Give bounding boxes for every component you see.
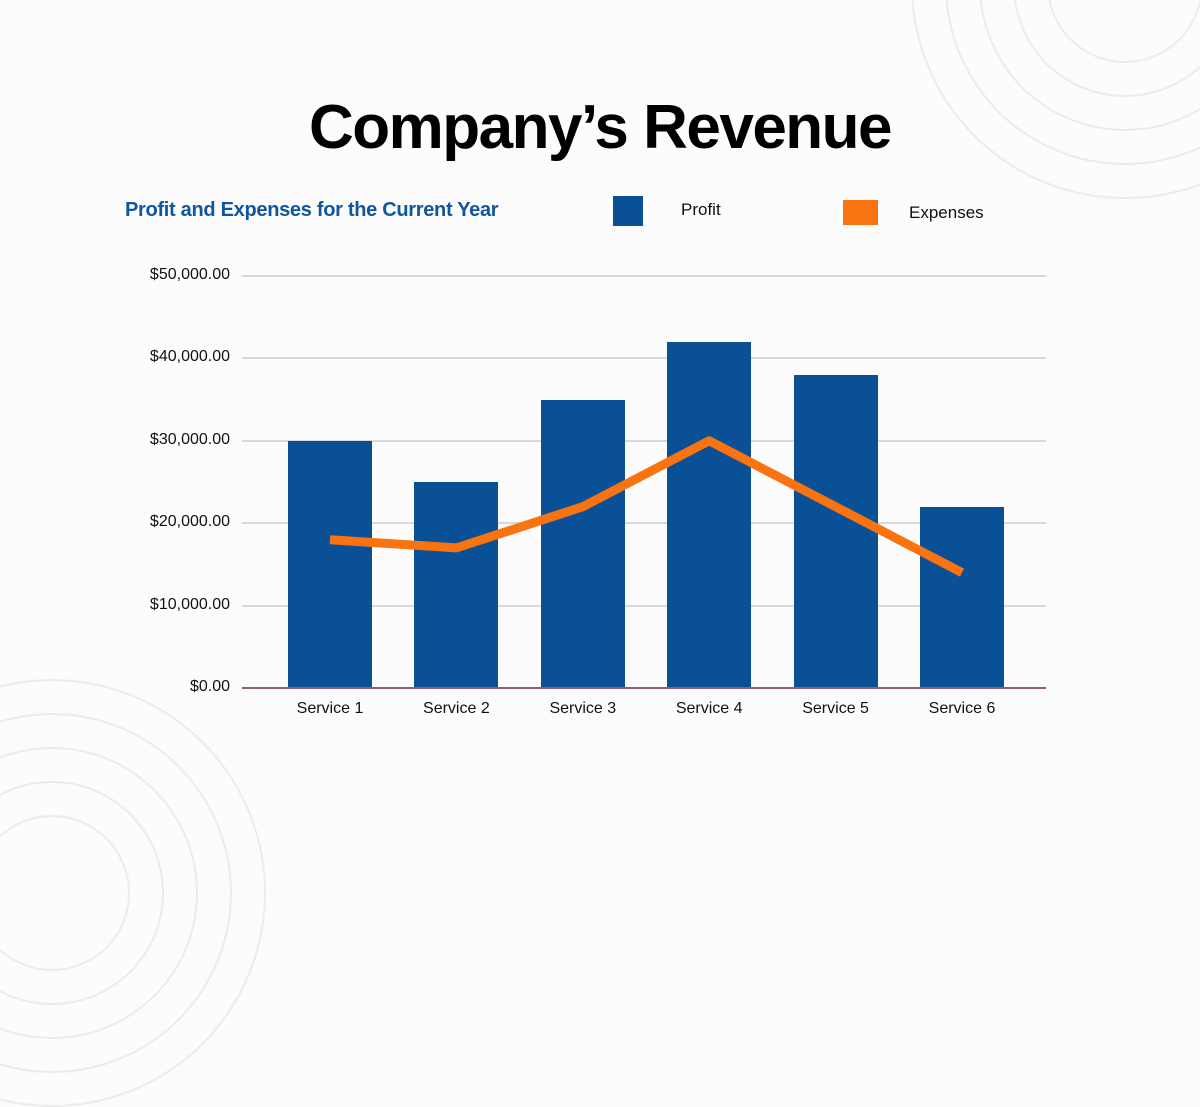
- gridline-30000: [242, 439, 1046, 442]
- expenses-line: [329, 436, 965, 577]
- y-axis-label-10000: $10,000.00: [149, 595, 230, 613]
- profit-bar-service-3: [540, 399, 625, 688]
- legend-label-profit: Profit: [681, 200, 721, 219]
- y-axis-label-0: $0.00: [189, 678, 230, 695]
- profit-bar-service-2: [414, 482, 499, 688]
- y-axis-label-50000: $50,000.00: [149, 266, 230, 283]
- profit-bar-service-4: [667, 341, 752, 688]
- legend-label-expenses: Expenses: [909, 203, 984, 222]
- x-axis-label-service-4: Service 4: [675, 700, 743, 717]
- chart-plot-area: [242, 275, 1046, 689]
- legend-swatch-profit: [613, 196, 643, 226]
- legend-swatch-expenses: [843, 200, 878, 225]
- gridline-50000: [242, 275, 1046, 277]
- chart-subtitle: Profit and Expenses for the Current Year: [125, 199, 499, 221]
- x-axis-label-service-2: Service 2: [423, 700, 490, 717]
- circle-outline: [0, 679, 266, 1107]
- x-axis-label-service-5: Service 5: [802, 700, 869, 717]
- profit-bar-service-1: [288, 440, 372, 688]
- gridline-20000: [242, 522, 1046, 525]
- page-title: Company’s Revenue: [308, 93, 893, 162]
- profit-bar-service-6: [920, 506, 1004, 688]
- gridline-40000: [242, 357, 1046, 360]
- expenses-line-layer: [329, 436, 965, 577]
- y-axis-label-30000: $30,000.00: [149, 430, 230, 448]
- y-axis-label-20000: $20,000.00: [149, 513, 230, 531]
- x-axis-line: [242, 687, 1046, 689]
- x-axis-label-service-3: Service 3: [549, 700, 617, 717]
- gridline-10000: [242, 604, 1046, 607]
- y-axis-label-40000: $40,000.00: [149, 348, 230, 366]
- x-axis-label-service-1: Service 1: [296, 700, 364, 717]
- x-axis-label-service-6: Service 6: [928, 700, 996, 717]
- profit-bar-service-5: [793, 374, 878, 688]
